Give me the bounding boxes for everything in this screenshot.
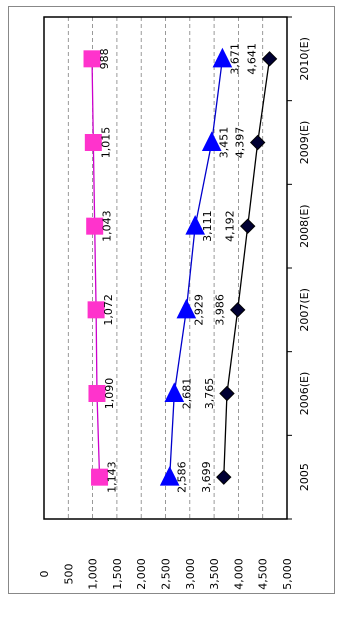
gridlines: 0 500 1,000 1,500 2,000 2,500 3,000 3,500 4,000 4…	[38, 17, 294, 590]
series-line	[91, 58, 101, 478]
square-marker	[84, 134, 102, 151]
triangle-marker	[164, 382, 185, 402]
data-label: 1,043	[101, 210, 114, 242]
diamond-marker	[216, 469, 232, 485]
triangle-marker	[159, 466, 180, 486]
data-label: 3,671	[228, 43, 241, 74]
data-label: 4,397	[234, 127, 247, 159]
series-layer	[83, 47, 278, 486]
data-label: 1,143	[106, 461, 119, 493]
plot-area	[43, 16, 288, 520]
triangle-marker	[201, 131, 222, 151]
data-label: 3,699	[200, 461, 213, 493]
category-label: 2009(E)	[298, 121, 311, 165]
series-line	[169, 58, 224, 478]
value-tick-label: 2,000	[135, 558, 148, 590]
data-label: 3,451	[218, 127, 231, 159]
diamond-marker	[219, 385, 235, 402]
category-label: 2005	[298, 463, 311, 491]
square-marker	[91, 468, 109, 486]
value-tick-label: 2,500	[160, 558, 173, 590]
category-label: 2008(E)	[298, 204, 311, 248]
diamond-marker	[240, 218, 256, 234]
value-tick-label: 1,000	[87, 558, 100, 590]
triangle-marker	[176, 298, 197, 319]
data-label: 4,641	[246, 43, 259, 74]
value-tick-label: 0	[38, 571, 51, 578]
square-marker	[87, 301, 105, 319]
data-label: 3,111	[201, 210, 214, 242]
data-label: 4,192	[224, 210, 237, 242]
value-tick-label: 4,500	[257, 558, 270, 590]
data-label: 2,681	[180, 378, 193, 410]
square-marker	[88, 385, 106, 402]
data-label: 1,015	[99, 127, 112, 158]
diamond-marker	[249, 134, 266, 151]
series-line	[223, 58, 271, 478]
label-layer: 3,699 3,765 3,986 4,192 4,397 4,641 2,586 2,681…	[98, 43, 259, 493]
data-label: 3,986	[214, 294, 227, 326]
category-ticks: 2005 2006(E) 2007(E) 2008(E) 2009(E) 2010(E)	[287, 16, 311, 520]
category-label: 2007(E)	[298, 288, 311, 332]
data-label: 1,072	[102, 294, 115, 326]
diamond-marker	[261, 51, 278, 67]
chart-frame	[8, 6, 335, 594]
value-tick-label: 1,500	[111, 558, 124, 590]
triangle-marker	[185, 215, 206, 235]
value-tick-label: 3,500	[208, 558, 221, 590]
diamond-marker	[230, 302, 246, 318]
data-label: 2,929	[192, 294, 205, 326]
square-marker	[83, 50, 101, 68]
data-label: 1,090	[103, 378, 116, 410]
value-tick-label: 500	[62, 564, 75, 585]
data-label: 2,586	[176, 461, 189, 493]
data-label: 3,765	[203, 378, 216, 410]
value-tick-label: 3,000	[184, 558, 197, 590]
triangle-marker	[212, 47, 233, 68]
value-tick-label: 4,000	[232, 558, 245, 590]
square-marker	[86, 217, 104, 235]
value-tick-label: 5,000	[281, 558, 294, 590]
category-label: 2006(E)	[298, 372, 311, 416]
category-label: 2010(E)	[298, 37, 311, 81]
data-label: 988	[98, 48, 111, 69]
